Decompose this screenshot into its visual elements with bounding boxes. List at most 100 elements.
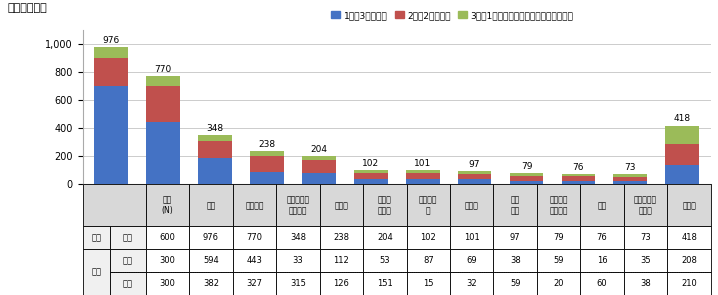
Text: 水泳: 水泳 (597, 201, 607, 210)
Bar (666, 126, 699, 144)
Bar (110, 227, 146, 249)
Bar (354, 173, 388, 179)
Bar (276, 249, 320, 272)
Legend: 1位：3ポイント, 2位：2ポイント, 3位：1ポイントを加算した合計ポイント: 1位：3ポイント, 2位：2ポイント, 3位：1ポイントを加算した合計ポイント (327, 7, 577, 24)
Text: 38: 38 (640, 279, 651, 288)
Bar (493, 227, 537, 249)
Bar (363, 249, 406, 272)
Text: 976: 976 (103, 36, 120, 45)
Bar (250, 151, 284, 156)
Bar (450, 249, 493, 272)
Text: ＜上位抜粋＞: ＜上位抜粋＞ (7, 3, 47, 13)
Bar (613, 177, 647, 181)
Bar (276, 272, 320, 295)
Text: 600: 600 (159, 233, 175, 242)
Bar (624, 249, 667, 272)
Text: 97: 97 (510, 233, 521, 242)
Bar (537, 272, 580, 295)
Text: サッカー: サッカー (245, 201, 264, 210)
Text: 348: 348 (290, 233, 306, 242)
Text: バレー
ボール: バレー ボール (378, 196, 392, 215)
Bar (233, 184, 276, 227)
Bar (406, 272, 450, 295)
Text: 73: 73 (640, 233, 651, 242)
Bar (276, 227, 320, 249)
Bar (666, 144, 699, 165)
Bar (146, 76, 180, 86)
Text: 238: 238 (333, 233, 350, 242)
Bar (363, 272, 406, 295)
Bar (510, 176, 544, 181)
Bar (624, 227, 667, 249)
Text: 20: 20 (554, 279, 564, 288)
Text: 204: 204 (310, 145, 327, 153)
Bar (561, 174, 595, 176)
Bar (510, 173, 544, 176)
Bar (110, 249, 146, 272)
Text: 770: 770 (154, 65, 172, 74)
Text: 208: 208 (681, 256, 697, 265)
Bar (233, 272, 276, 295)
Text: 33: 33 (292, 256, 303, 265)
Bar (320, 249, 363, 272)
Text: 53: 53 (380, 256, 390, 265)
Text: 300: 300 (159, 279, 175, 288)
Bar (146, 227, 190, 249)
Bar (561, 181, 595, 184)
Text: 男性: 男性 (123, 256, 133, 265)
Bar (450, 184, 493, 227)
Bar (190, 272, 233, 295)
Text: 382: 382 (203, 279, 219, 288)
Text: 性別: 性別 (91, 268, 101, 277)
Text: 駅伝
競走: 駅伝 競走 (510, 196, 520, 215)
Bar (537, 249, 580, 272)
Bar (276, 184, 320, 227)
Text: 976: 976 (203, 233, 219, 242)
Text: 全体: 全体 (91, 233, 101, 242)
Bar (250, 156, 284, 172)
Bar (250, 172, 284, 184)
Bar (406, 173, 439, 179)
Bar (580, 184, 624, 227)
Bar (146, 86, 180, 122)
Bar (450, 227, 493, 249)
Text: 443: 443 (246, 256, 262, 265)
Text: 300: 300 (159, 256, 175, 265)
Text: 101: 101 (464, 233, 480, 242)
Bar (537, 227, 580, 249)
Text: 59: 59 (554, 256, 564, 265)
Bar (580, 227, 624, 249)
Text: 594: 594 (203, 256, 219, 265)
Bar (94, 86, 128, 184)
Text: 69: 69 (467, 256, 477, 265)
Bar (198, 141, 232, 158)
Bar (83, 184, 146, 227)
Bar (233, 249, 276, 272)
Bar (493, 272, 537, 295)
Bar (510, 181, 544, 184)
Text: ボクシン
グ: ボクシン グ (419, 196, 437, 215)
Text: 315: 315 (290, 279, 306, 288)
Bar (354, 179, 388, 184)
Text: 112: 112 (333, 256, 349, 265)
Text: 238: 238 (258, 140, 276, 149)
Text: 79: 79 (554, 233, 564, 242)
Text: 418: 418 (673, 114, 691, 123)
Bar (406, 179, 439, 184)
Bar (83, 227, 110, 249)
Text: 418: 418 (681, 233, 697, 242)
Bar (613, 181, 647, 184)
Text: 60: 60 (597, 279, 607, 288)
Bar (561, 176, 595, 181)
Text: 151: 151 (377, 279, 393, 288)
Bar (450, 272, 493, 295)
Bar (320, 184, 363, 227)
Bar (320, 272, 363, 295)
Text: その他: その他 (682, 201, 696, 210)
Bar (146, 272, 190, 295)
Bar (302, 173, 336, 184)
Text: 102: 102 (421, 233, 436, 242)
Bar (406, 227, 450, 249)
Bar (406, 170, 439, 173)
Bar (406, 184, 450, 227)
